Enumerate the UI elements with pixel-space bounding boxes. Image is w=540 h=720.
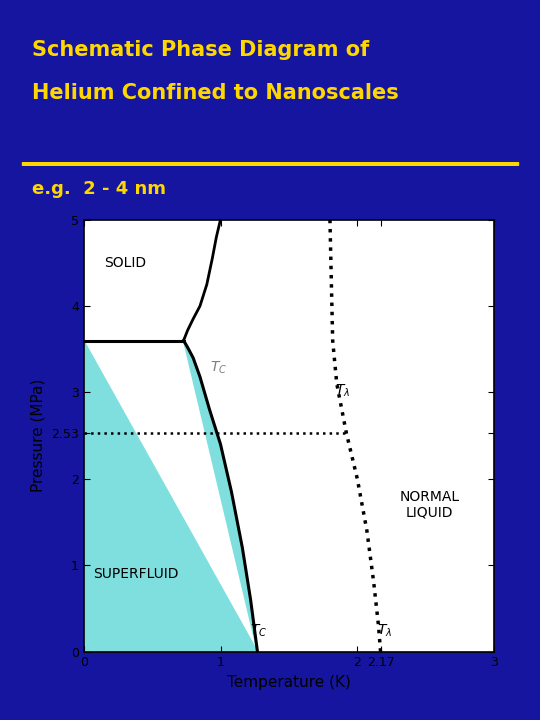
Text: Schematic Phase Diagram of: Schematic Phase Diagram of (32, 40, 370, 60)
Text: NORMAL
LIQUID: NORMAL LIQUID (400, 490, 460, 520)
Text: $T_\lambda$: $T_\lambda$ (377, 622, 392, 639)
Text: $T_C$: $T_C$ (250, 622, 267, 639)
X-axis label: Temperature (K): Temperature (K) (227, 675, 351, 690)
Text: SOLID: SOLID (104, 256, 146, 270)
Text: e.g.  2 - 4 nm: e.g. 2 - 4 nm (32, 180, 166, 198)
Text: $T_\lambda$: $T_\lambda$ (335, 382, 350, 399)
Text: SUPERFLUID: SUPERFLUID (93, 567, 178, 581)
Y-axis label: Pressure (MPa): Pressure (MPa) (31, 379, 45, 492)
Text: $T_C$: $T_C$ (210, 360, 227, 377)
Polygon shape (84, 341, 258, 652)
Text: Helium Confined to Nanoscales: Helium Confined to Nanoscales (32, 83, 399, 103)
